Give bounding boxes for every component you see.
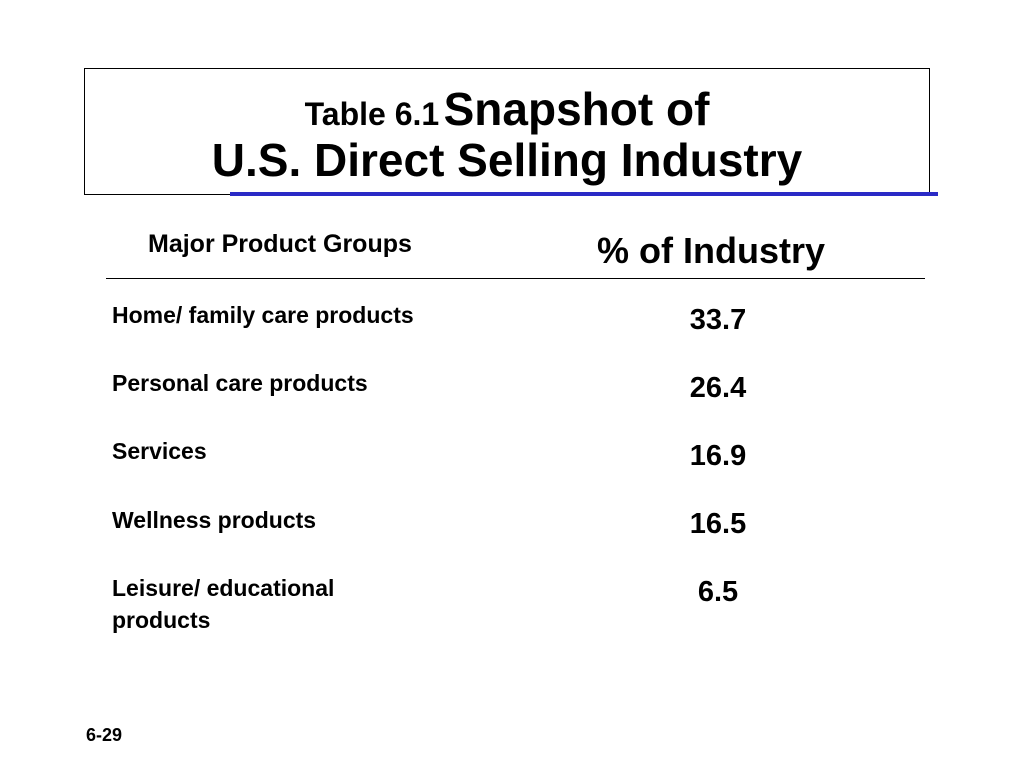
title-main-part-2: U.S. Direct Selling Industry	[211, 134, 803, 186]
column-header-value: % of Industry	[597, 230, 826, 271]
row-value-personal-care: 26.4	[689, 372, 747, 404]
page-number: 6-29	[86, 725, 123, 745]
header-divider	[106, 278, 925, 279]
row-label-leisure-educational: Leisure/ educational products	[112, 575, 335, 633]
row-value-home-family-care: 33.7	[689, 304, 747, 336]
title-main-part-1: Snapshot of	[443, 83, 710, 135]
row-label-services: Services	[112, 438, 207, 464]
title-line-1: Table 6.1 Snapshot of	[85, 83, 929, 147]
title-accent-rule	[230, 192, 938, 196]
table-number: Table 6.1	[304, 96, 440, 132]
row-value-services: 16.9	[689, 440, 747, 472]
row-label-home-family-care: Home/ family care products	[112, 302, 414, 328]
row-label-personal-care: Personal care products	[112, 370, 368, 396]
row-label-wellness: Wellness products	[112, 507, 317, 533]
row-value-leisure-educational: 6.5	[697, 576, 739, 608]
column-header-category: Major Product Groups	[148, 230, 412, 258]
title-box: Table 6.1 Snapshot of U.S. Direct Sellin…	[84, 68, 930, 195]
row-value-wellness: 16.5	[689, 508, 747, 540]
